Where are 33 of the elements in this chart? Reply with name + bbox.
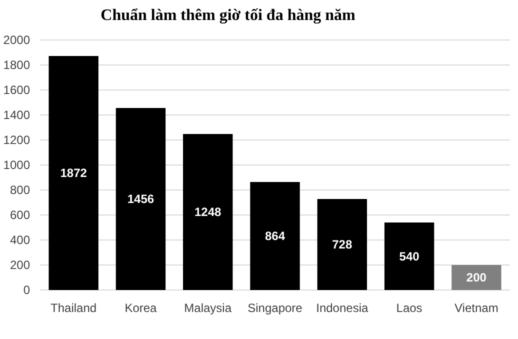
bar [116, 108, 166, 290]
x-tick-label: Thailand [50, 301, 97, 315]
x-tick-label: Singapore [248, 301, 303, 315]
bar [183, 134, 233, 290]
bar [48, 56, 98, 290]
bar [452, 265, 502, 290]
bar [250, 182, 300, 290]
data-label: 200 [466, 270, 487, 285]
y-tick-label: 2000 [3, 33, 30, 48]
x-tick-label: Indonesia [316, 301, 368, 315]
data-label: 864 [264, 229, 286, 244]
data-label: 1456 [127, 192, 154, 206]
y-tick-label: 1800 [3, 58, 30, 72]
y-tick-label: 200 [10, 258, 30, 272]
x-tick-label: Vietnam [454, 301, 498, 315]
y-tick-label: 1000 [3, 158, 30, 172]
y-tick-label: 400 [10, 233, 30, 248]
x-tick-label: Korea [124, 301, 158, 315]
x-tick-label: Malaysia [184, 301, 232, 315]
data-label: 728 [332, 238, 352, 252]
data-label: 540 [399, 249, 420, 264]
chart-title: Chuẩn làm thêm giờ tối đa hàng năm [100, 7, 356, 24]
y-tick-label: 800 [10, 183, 30, 198]
data-label: 1248 [194, 205, 222, 220]
data-label: 1872 [60, 166, 88, 180]
y-tick-label: 1200 [3, 133, 30, 148]
y-tick-label: 600 [10, 208, 30, 222]
y-tick-label: 1600 [3, 83, 30, 98]
bar [317, 199, 367, 290]
bar [384, 222, 434, 290]
y-tick-label: 1400 [3, 108, 30, 122]
x-tick-label: Laos [396, 301, 422, 315]
y-tick-label: 0 [23, 283, 30, 298]
